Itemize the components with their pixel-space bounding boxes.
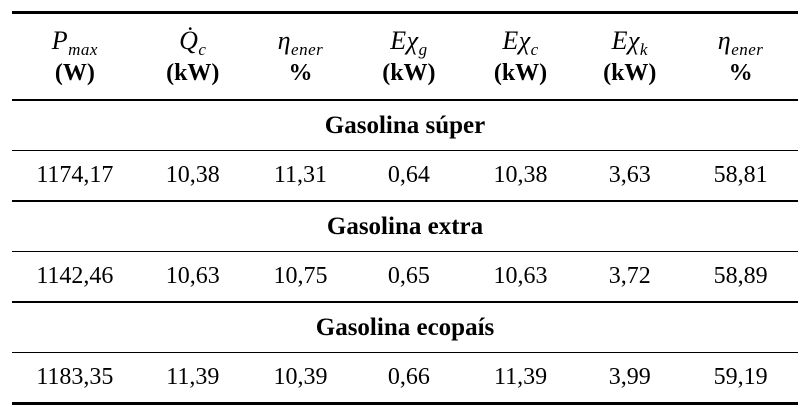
cell-qc: 10,38: [165, 162, 220, 188]
cell-exk: 3,72: [608, 263, 651, 289]
section-title: Gasolina súper: [324, 111, 486, 139]
column-header-pmax: Pmax (W): [12, 13, 138, 101]
cell-exg: 0,64: [387, 162, 430, 188]
cell-eta-ener-2: 58,81: [713, 162, 768, 188]
cell-exk: 3,99: [608, 364, 651, 390]
cell-qc: 10,63: [165, 263, 220, 289]
cell-eta-ener-1: 10,75: [273, 263, 328, 289]
math-symbol: Eχk: [611, 26, 648, 60]
section-title: Gasolina extra: [326, 212, 484, 240]
cell-exc: 11,39: [493, 364, 548, 390]
column-header-exk: Eχk (kW): [576, 13, 683, 101]
table-row: 1174,17 10,38 11,31 0,64 10,38 3,63 58,8…: [12, 151, 798, 201]
math-symbol: Pmax: [51, 26, 98, 60]
unit-label: %: [288, 59, 313, 86]
section-gasolina-ecopais: Gasolina ecopaís 1183,35 11,39 10,39 0,6…: [12, 302, 798, 404]
cell-eta-ener-2: 59,19: [713, 364, 768, 390]
cell-eta-ener-2: 58,89: [713, 263, 768, 289]
section-title-row: Gasolina extra: [12, 201, 798, 252]
cell-exc: 10,63: [493, 263, 548, 289]
unit-label: %: [728, 59, 753, 86]
results-table: Pmax (W) Q̇c (kW) ηener % Eχg (kW) Eχc (…: [12, 11, 798, 405]
cell-qc: 11,39: [166, 364, 220, 390]
header-row: Pmax (W) Q̇c (kW) ηener % Eχg (kW) Eχc (…: [12, 13, 798, 101]
table-row: 1142,46 10,63 10,75 0,65 10,63 3,72 58,8…: [12, 252, 798, 302]
cell-exg: 0,65: [387, 263, 430, 289]
cell-exc: 10,38: [493, 162, 548, 188]
section-title-row: Gasolina ecopaís: [12, 302, 798, 353]
column-header-eta-ener-2: ηener %: [683, 13, 798, 101]
unit-label: (kW): [166, 59, 220, 86]
column-header-exg: Eχg (kW): [353, 13, 465, 101]
column-header-qc: Q̇c (kW): [138, 13, 248, 101]
math-symbol: ηener: [277, 26, 324, 60]
table-header: Pmax (W) Q̇c (kW) ηener % Eχg (kW) Eχc (…: [12, 13, 798, 101]
unit-label: (kW): [603, 59, 657, 86]
cell-pmax: 1174,17: [36, 162, 114, 188]
section-gasolina-super: Gasolina súper 1174,17 10,38 11,31 0,64 …: [12, 100, 798, 201]
column-header-eta-ener-1: ηener %: [248, 13, 353, 101]
section-title-row: Gasolina súper: [12, 100, 798, 151]
table-row: 1183,35 11,39 10,39 0,66 11,39 3,99 59,1…: [12, 353, 798, 404]
section-title: Gasolina ecopaís: [315, 313, 495, 341]
cell-pmax: 1183,35: [36, 364, 114, 390]
math-symbol: ηener: [717, 26, 764, 60]
cell-exg: 0,66: [387, 364, 430, 390]
cell-pmax: 1142,46: [36, 263, 114, 289]
cell-exk: 3,63: [608, 162, 651, 188]
unit-label: (W): [54, 59, 95, 86]
cell-eta-ener-1: 11,31: [273, 162, 327, 188]
math-symbol: Eχg: [390, 26, 428, 60]
unit-label: (kW): [493, 59, 548, 86]
cell-eta-ener-1: 10,39: [273, 364, 328, 390]
math-symbol: Q̇c: [179, 26, 207, 60]
unit-label: (kW): [382, 59, 436, 86]
math-symbol: Eχc: [502, 26, 539, 60]
column-header-exc: Eχc (kW): [465, 13, 577, 101]
section-gasolina-extra: Gasolina extra 1142,46 10,63 10,75 0,65 …: [12, 201, 798, 302]
